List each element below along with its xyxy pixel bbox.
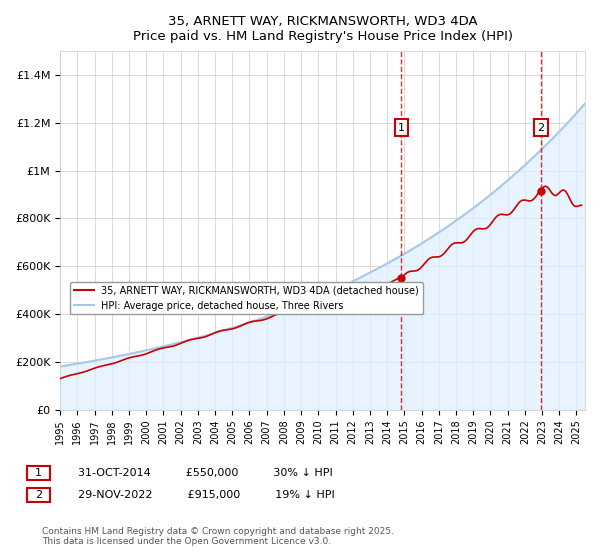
Text: 2: 2 [35, 491, 42, 500]
Text: 31-OCT-2014          £550,000          30% ↓ HPI: 31-OCT-2014 £550,000 30% ↓ HPI [78, 468, 333, 478]
Title: 35, ARNETT WAY, RICKMANSWORTH, WD3 4DA
Price paid vs. HM Land Registry's House P: 35, ARNETT WAY, RICKMANSWORTH, WD3 4DA P… [133, 15, 512, 43]
Text: Contains HM Land Registry data © Crown copyright and database right 2025.
This d: Contains HM Land Registry data © Crown c… [42, 526, 394, 546]
Text: 29-NOV-2022          £915,000          19% ↓ HPI: 29-NOV-2022 £915,000 19% ↓ HPI [78, 491, 335, 500]
Legend: 35, ARNETT WAY, RICKMANSWORTH, WD3 4DA (detached house), HPI: Average price, det: 35, ARNETT WAY, RICKMANSWORTH, WD3 4DA (… [70, 282, 423, 315]
Text: 2: 2 [537, 123, 544, 133]
Text: 1: 1 [35, 468, 42, 478]
Text: 1: 1 [398, 123, 405, 133]
